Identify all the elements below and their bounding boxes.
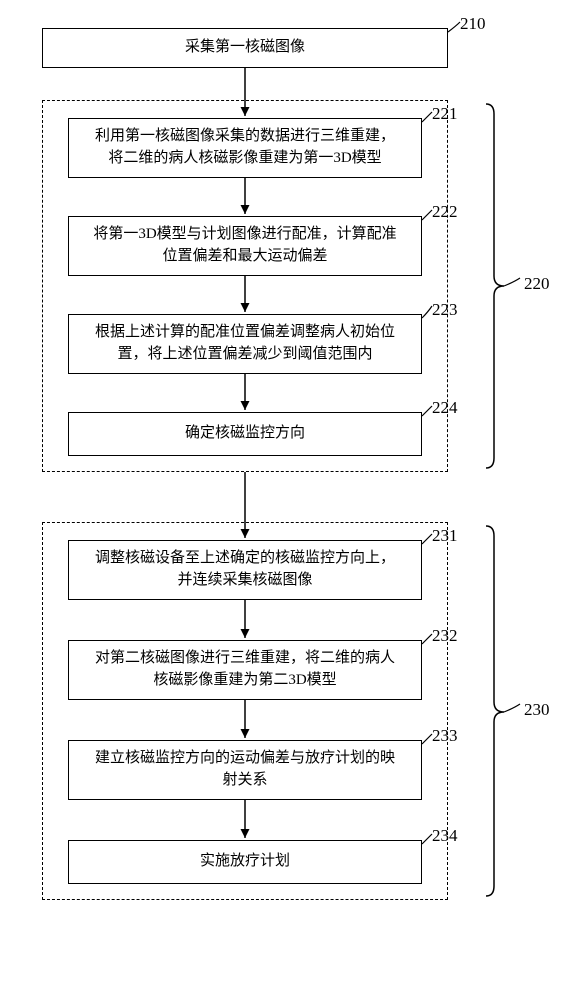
label-232: 232: [432, 626, 458, 646]
node-231: 调整核磁设备至上述确定的核磁监控方向上，并连续采集核磁图像: [68, 540, 422, 600]
label-220: 220: [524, 274, 550, 294]
node-210: 采集第一核磁图像: [42, 28, 448, 68]
leader-210: [448, 22, 460, 32]
label-222: 222: [432, 202, 458, 222]
node-231-text: 调整核磁设备至上述确定的核磁监控方向上，并连续采集核磁图像: [95, 548, 395, 592]
node-222: 将第一3D模型与计划图像进行配准，计算配准位置偏差和最大运动偏差: [68, 216, 422, 276]
node-233: 建立核磁监控方向的运动偏差与放疗计划的映射关系: [68, 740, 422, 800]
brace-220: [486, 104, 504, 468]
brace-230: [486, 526, 504, 896]
leader-230: [504, 704, 520, 712]
leader-220: [504, 278, 520, 286]
node-223-text: 根据上述计算的配准位置偏差调整病人初始位置，将上述位置偏差减少到阈值范围内: [95, 322, 395, 366]
node-223: 根据上述计算的配准位置偏差调整病人初始位置，将上述位置偏差减少到阈值范围内: [68, 314, 422, 374]
node-233-text: 建立核磁监控方向的运动偏差与放疗计划的映射关系: [95, 748, 395, 792]
node-234: 实施放疗计划: [68, 840, 422, 884]
label-210: 210: [460, 14, 486, 34]
label-234: 234: [432, 826, 458, 846]
node-232-text: 对第二核磁图像进行三维重建，将二维的病人核磁影像重建为第二3D模型: [95, 648, 395, 692]
label-223: 223: [432, 300, 458, 320]
label-230: 230: [524, 700, 550, 720]
node-222-text: 将第一3D模型与计划图像进行配准，计算配准位置偏差和最大运动偏差: [93, 224, 396, 268]
node-232: 对第二核磁图像进行三维重建，将二维的病人核磁影像重建为第二3D模型: [68, 640, 422, 700]
label-221: 221: [432, 104, 458, 124]
label-224: 224: [432, 398, 458, 418]
flowchart-canvas: 采集第一核磁图像 利用第一核磁图像采集的数据进行三维重建，将二维的病人核磁影像重…: [0, 0, 570, 1000]
label-231: 231: [432, 526, 458, 546]
node-221-text: 利用第一核磁图像采集的数据进行三维重建，将二维的病人核磁影像重建为第一3D模型: [95, 126, 395, 170]
node-221: 利用第一核磁图像采集的数据进行三维重建，将二维的病人核磁影像重建为第一3D模型: [68, 118, 422, 178]
node-234-text: 实施放疗计划: [200, 851, 290, 873]
node-224: 确定核磁监控方向: [68, 412, 422, 456]
label-233: 233: [432, 726, 458, 746]
node-210-text: 采集第一核磁图像: [185, 37, 305, 59]
node-224-text: 确定核磁监控方向: [185, 423, 305, 445]
